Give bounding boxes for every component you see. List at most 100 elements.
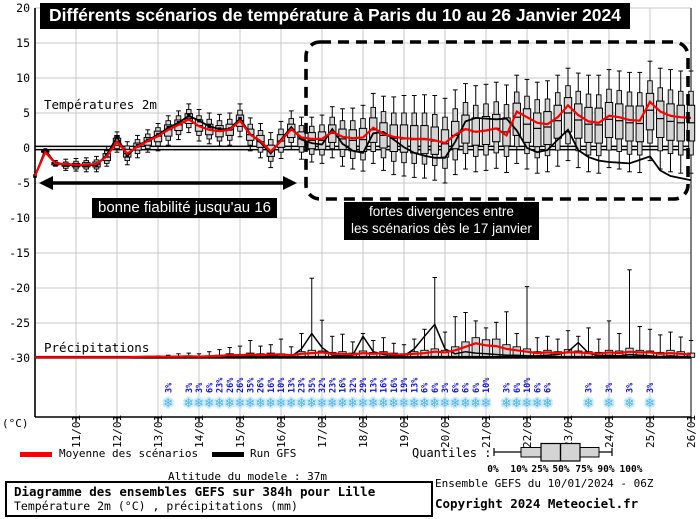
temp-box-p10-p25 [606, 137, 612, 151]
temp-box-p10-p25 [155, 141, 161, 147]
temp-box-p75-p90 [309, 125, 315, 134]
snow-probability-label: 6% [462, 382, 472, 393]
y-tick-label: 5 [23, 106, 30, 120]
temp-box-p75-p90 [585, 93, 592, 108]
mean-legend-swatch [20, 452, 52, 457]
temp-box-p10-p25 [298, 146, 305, 153]
mean-precipitation-line [35, 342, 692, 359]
temp-box-p10-p25 [319, 148, 325, 156]
gfs-legend-label: Run GFS [250, 447, 297, 460]
temperature-series-label: Températures 2m [44, 97, 157, 112]
snow-probability-label: 23% [328, 377, 338, 393]
quantile-tick-label: 90% [597, 464, 614, 475]
temp-box-p75-p90 [421, 112, 428, 127]
snow-probability-label: 13% [410, 377, 420, 393]
snow-probability-label: 6% [421, 382, 431, 393]
date-label: 26/01 [685, 415, 698, 448]
temp-box-p10-p25 [185, 123, 192, 129]
diagram-info-box: Diagramme des ensembles GEFS sur 384h po… [5, 481, 433, 517]
temp-box-p10-p25 [596, 142, 602, 157]
temp-box-p10-p25 [432, 153, 438, 166]
snowflake-icon: ❄ [348, 396, 358, 410]
divergence-annotation-line2: les scénarios dès le 17 janvier [351, 221, 532, 236]
temp-box-p10-p25 [647, 129, 653, 144]
temp-box-p10-p25 [380, 147, 387, 159]
temp-box-p25-p75 [553, 104, 562, 139]
reliability-arrow-head-left [39, 176, 53, 190]
temp-box-p10-p25 [288, 137, 295, 143]
y-tick-label: 0 [23, 141, 30, 155]
temp-box-p75-p90 [667, 89, 674, 105]
snow-probability-label: 6% [513, 382, 523, 393]
reliability-arrow-head-right [283, 176, 297, 190]
snow-probability-label: 16% [390, 377, 400, 393]
temp-box-p75-p90 [237, 109, 243, 116]
snow-probability-label: 16% [380, 377, 390, 393]
snowflake-icon: ❄ [307, 396, 317, 410]
snow-probability-label: 3% [626, 382, 636, 393]
temp-box-p10-p25 [247, 139, 253, 146]
gfs-marker [186, 114, 191, 118]
y-tick-label: -20 [9, 281, 30, 295]
date-label: 13/01 [152, 415, 165, 448]
temp-box-p10-p25 [196, 130, 202, 136]
snowflake-icon: ❄ [204, 396, 214, 410]
gfs-marker [115, 135, 119, 139]
temp-box-p10-p25 [370, 141, 377, 152]
temp-box-p75-p90 [514, 91, 520, 104]
temp-box-p75-p90 [442, 116, 448, 131]
temp-box-p75-p90 [124, 145, 130, 150]
date-label: 22/01 [521, 415, 534, 448]
snowflake-icon: ❄ [327, 396, 337, 410]
temp-box-p75-p90 [278, 128, 284, 136]
snow-probability-label: 35% [308, 377, 318, 393]
temp-box-p10-p25 [257, 146, 264, 153]
date-label: 21/01 [480, 415, 493, 448]
precip-bar [471, 337, 480, 358]
snow-probability-label: 32% [318, 377, 328, 393]
snow-probability-label: 13% [369, 377, 379, 393]
quantile-legend-box-10-25 [520, 447, 542, 458]
date-label: 12/01 [111, 415, 124, 448]
snowflake-icon: ❄ [225, 396, 235, 410]
snowflake-icon: ❄ [235, 396, 245, 410]
date-label: 17/01 [316, 415, 329, 448]
temp-box-p25-p75 [656, 100, 665, 138]
chart-title: Différents scénarios de température à Pa… [40, 3, 630, 29]
temp-box-p75-p90 [319, 124, 325, 133]
diagram-info-subtitle: Température 2m (°C) , précipitations (mm… [14, 499, 298, 513]
temp-box-p10-p25 [483, 144, 489, 156]
quantile-tick-label: 0% [487, 464, 499, 475]
snowflake-icon: ❄ [368, 396, 378, 410]
date-label: 18/01 [357, 415, 370, 448]
snowflake-icon: ❄ [358, 396, 368, 410]
temp-box-p75-p90 [575, 90, 582, 105]
precip-baseline [35, 355, 691, 359]
quantile-tick-label: 75% [575, 464, 592, 475]
mean-temperature-line [33, 100, 692, 177]
snowflake-icon: ❄ [532, 396, 542, 410]
snow-probability-label: 6% [533, 382, 543, 393]
gfs-marker [176, 121, 181, 125]
temp-box-p25-p75 [645, 92, 655, 131]
gfs-marker [166, 125, 171, 130]
temp-box-p75-p90 [596, 94, 602, 109]
snowflake-icon: ❄ [645, 396, 655, 410]
snowflake-icon: ❄ [604, 396, 614, 410]
divergence-annotation: fortes divergences entre les scénarios d… [344, 202, 539, 240]
quantile-tick-label: 50% [552, 464, 569, 475]
temp-box-p10-p25 [452, 148, 459, 161]
snow-probability-label: 29% [359, 377, 369, 393]
temp-box-p75-p90 [606, 88, 612, 103]
snowflake-icon: ❄ [471, 396, 481, 410]
gfs-marker [43, 148, 48, 152]
snowflake-icon: ❄ [317, 396, 327, 410]
snowflake-icon: ❄ [430, 396, 440, 410]
temp-box-p75-p90 [637, 92, 643, 107]
y-tick-label: 20 [16, 1, 30, 15]
y-tick-label: 15 [16, 36, 30, 50]
y-tick-label: -5 [16, 176, 30, 190]
snow-probability-label: 3% [585, 382, 595, 393]
snowflake-icon: ❄ [583, 396, 593, 410]
